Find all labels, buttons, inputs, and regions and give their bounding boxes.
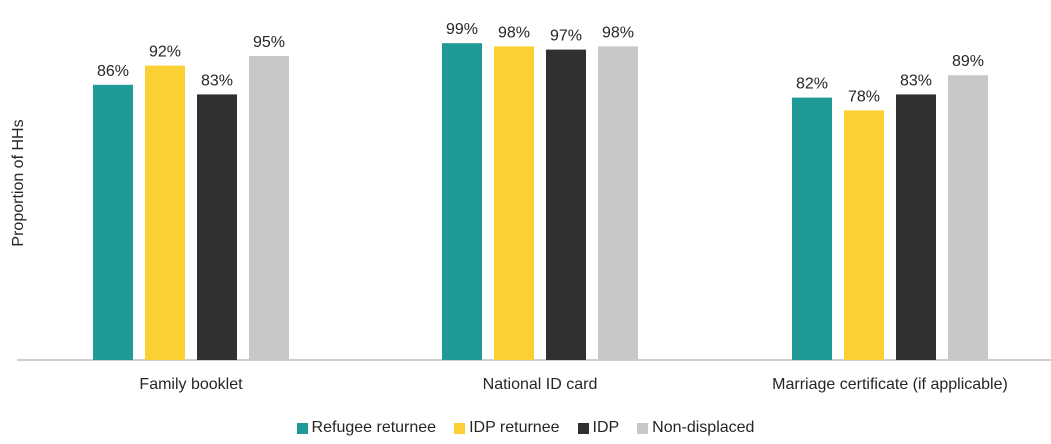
data-label: 98%: [498, 24, 530, 41]
data-label: 97%: [550, 28, 582, 45]
data-label: 92%: [149, 44, 181, 61]
legend-swatch: [454, 422, 466, 434]
legend-item: Non-displaced: [637, 419, 754, 437]
bar-non-displaced-1: [598, 46, 638, 361]
category-label: Marriage certificate (if applicable): [772, 376, 1008, 393]
legend-label: IDP returnee: [469, 419, 560, 436]
legend-item: IDP returnee: [454, 419, 560, 437]
legend-label: Non-displaced: [652, 419, 755, 436]
legend-label: IDP: [592, 419, 620, 436]
legend: Refugee returnee IDP returnee IDP Non-displ…: [0, 419, 1051, 437]
bar-non-displaced-2: [948, 75, 988, 360]
y-axis-label: Proportion of HHs: [10, 119, 27, 246]
legend-item: Refugee returnee: [296, 419, 437, 437]
category-labels-layer: Family booklet National ID card Marriage c…: [139, 376, 1007, 393]
bar-idp-0: [197, 94, 237, 361]
legend-swatch: [296, 422, 308, 434]
data-label: 83%: [900, 72, 932, 89]
bar-refugee-returnee-0: [93, 84, 133, 361]
data-labels-layer: 86% 92% 83% 95% 99% 98% 97% 98% 82% 78% 83% 89%: [97, 21, 984, 105]
bar-idp-2: [896, 94, 936, 361]
data-label: 78%: [848, 88, 880, 105]
legend-label: Refugee returnee: [311, 419, 437, 436]
category-label: National ID card: [483, 376, 598, 393]
bar-idp-returnee-0: [145, 65, 185, 360]
data-label: 83%: [201, 72, 233, 89]
bar-refugee-returnee-1: [442, 43, 482, 360]
data-label: 95%: [253, 34, 285, 51]
bars-layer: [93, 43, 988, 361]
bar-idp-returnee-2: [844, 110, 884, 361]
bar-idp-returnee-1: [494, 46, 534, 361]
bar-non-displaced-0: [249, 56, 289, 360]
category-label: Family booklet: [139, 376, 243, 393]
bar-idp-1: [546, 49, 586, 360]
bar-refugee-returnee-2: [792, 97, 832, 360]
legend-item: IDP: [577, 419, 620, 437]
data-label: 98%: [602, 24, 634, 41]
data-label: 86%: [97, 63, 129, 80]
legend-swatch: [577, 422, 589, 434]
legend-swatch: [637, 422, 649, 434]
data-label: 89%: [952, 53, 984, 70]
data-label: 82%: [796, 76, 828, 93]
data-label: 99%: [446, 21, 478, 38]
